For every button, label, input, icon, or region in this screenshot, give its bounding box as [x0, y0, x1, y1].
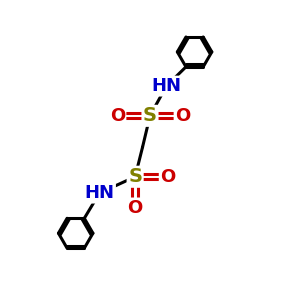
Text: HN: HN: [151, 77, 181, 95]
Text: HN: HN: [85, 184, 115, 202]
Text: S: S: [128, 167, 142, 186]
Text: O: O: [160, 168, 176, 186]
Text: O: O: [175, 107, 190, 125]
Text: O: O: [128, 199, 143, 217]
Text: O: O: [110, 107, 125, 125]
Text: S: S: [143, 106, 157, 125]
